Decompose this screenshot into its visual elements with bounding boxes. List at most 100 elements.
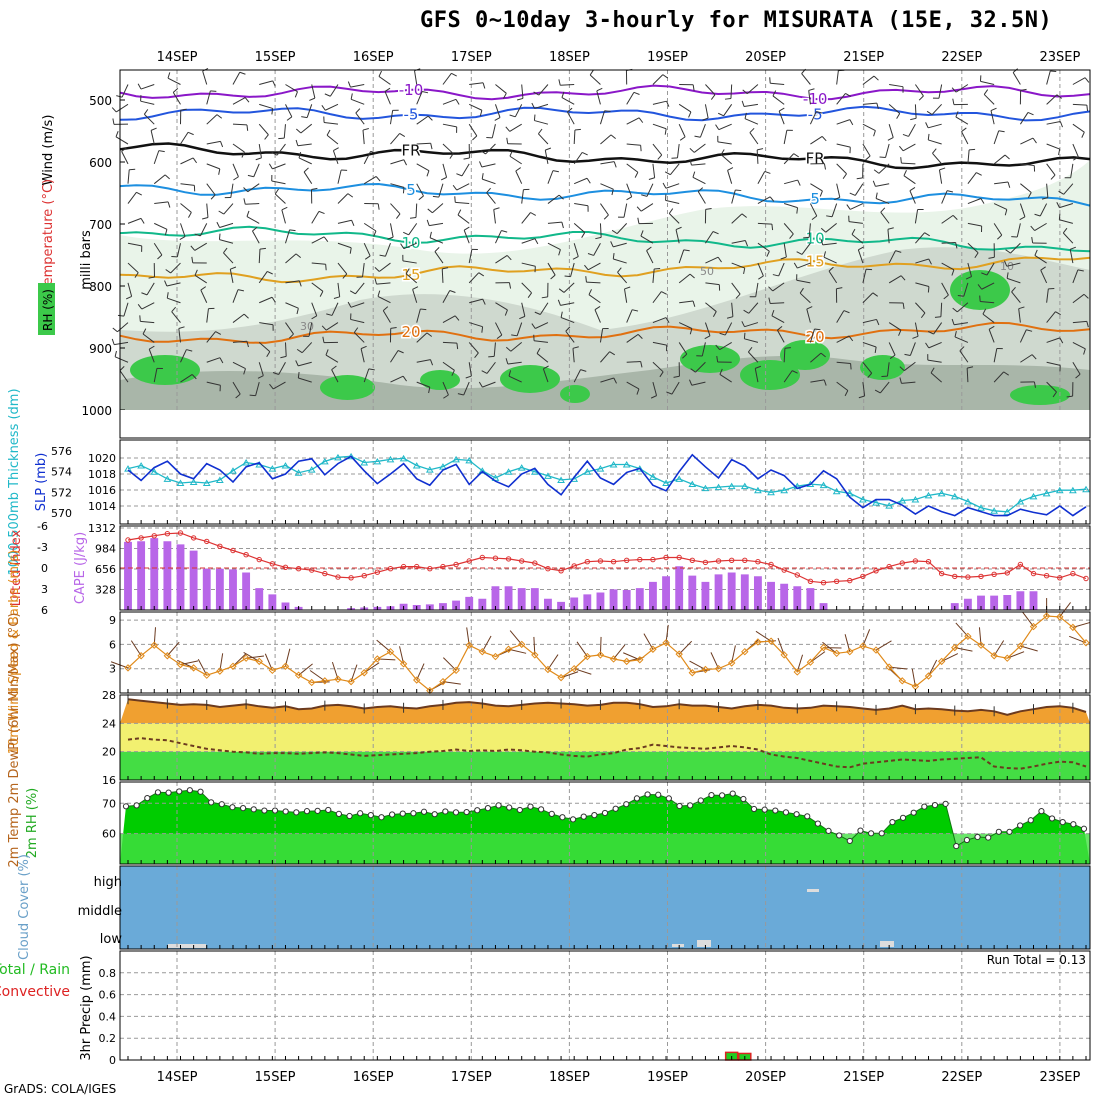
rh-point [612,805,619,812]
wind-barb [255,381,260,396]
wind-barb [114,356,129,363]
wind-barb-flag [744,240,749,247]
wind-barb-10m [547,654,559,670]
wind-barb [154,222,168,230]
cape-bar [727,572,736,610]
wind-barb [626,361,641,363]
thickness-point [675,475,684,482]
li-point [1030,570,1037,577]
li-point [925,559,932,565]
temperature-contour-label: 15 [806,252,825,270]
wind-barb-flag [715,344,721,350]
wind-barb-flag [1059,337,1064,344]
wind-barb [180,203,192,213]
wind-barb [363,368,370,383]
cape-bar [675,566,684,610]
wind-barb [678,342,688,355]
wind-barb-flag [375,176,381,182]
wind-barb-flag [552,170,559,173]
wind-barb-flag [716,356,719,363]
li-point [204,538,210,545]
wind-speed-point [491,652,500,661]
wind-barb-flag [777,326,783,331]
wind-barb [311,302,318,316]
wind-barb [941,241,956,244]
wind-speed-point [741,647,749,656]
pressure-tick-label: 600 [89,156,112,170]
pressure-axis-label: milli bars [79,230,94,290]
li-point [295,566,302,572]
wind-barb-flag [481,173,484,180]
wind-barb-flag [164,229,168,236]
wind-barb [784,179,798,185]
wind-barb [143,113,155,125]
wind-barb [486,361,496,374]
wind-barb-flag [478,381,483,388]
wind-speed-point [1016,642,1025,650]
wind-barb [429,222,444,227]
thickness-point [1042,489,1051,497]
date-label-top: 19SEP [647,50,688,65]
li-point [387,566,394,572]
wind-barb-flag [899,377,902,384]
wind-barb [245,203,260,205]
li-point [873,568,879,574]
wind-barb [363,176,377,185]
wind-barb [731,282,741,295]
wind-barb [272,381,286,390]
wind-barb-flag [692,171,696,178]
wind-barb-10m [166,641,180,657]
wind-speed-point [977,641,985,649]
wind-barb-flag [432,195,439,198]
wind-barb-flag [384,87,391,92]
wind-speed-point [242,654,250,662]
wind-barb-flag [1027,111,1034,116]
wind-barb-flag [426,219,430,226]
wind-barb-flag [311,315,317,320]
wind-barb-flag [904,353,911,356]
wind-barb-10m [264,653,273,671]
wind-barb-flag [428,387,431,394]
rh-point [580,813,587,820]
wind-barb-10m [416,663,425,681]
wind-barb [150,130,155,145]
wind-barb [469,322,483,328]
date-label-bottom: 22SEP [941,1070,982,1085]
wind-barb [247,183,260,193]
rh-point [899,814,907,821]
wind-barb [258,271,268,284]
li-point [453,561,459,568]
wind-barb-flag [456,173,463,177]
wind-barb [285,302,299,309]
slp-tick-label: 1020 [88,452,116,465]
wind-barb [1072,143,1079,158]
wind-barb-flag [880,207,886,213]
wind-barb [271,180,286,185]
cape-bar [963,598,972,610]
wind-barb-flag [164,174,170,180]
wind-barb [127,262,139,273]
date-label-top: 18SEP [549,50,590,65]
wind-barb [412,289,418,303]
wind-barb [469,82,484,85]
thickness-point [872,499,880,506]
wind-barb-flag [223,247,228,254]
wind-barb [491,124,496,138]
wind-speed-point [124,664,132,672]
wind-barb-flag [180,108,187,111]
wind-barb [547,221,562,224]
wind-barb-flag [172,88,179,93]
rh-point [1080,825,1088,832]
wind-barb [1072,123,1085,133]
wind-barb-flag [688,111,692,118]
cape-bar [740,574,749,610]
wind-barb-flag [325,349,329,356]
thickness-point [517,464,526,471]
wind-barb [1059,219,1074,224]
wind-barb [219,222,234,228]
wind-barb-flag [659,371,664,378]
wind-barb-flag [951,318,955,325]
temperature-contour-label: 5 [810,190,820,208]
wind-barb-flag [898,330,902,336]
rh-point [740,795,747,803]
